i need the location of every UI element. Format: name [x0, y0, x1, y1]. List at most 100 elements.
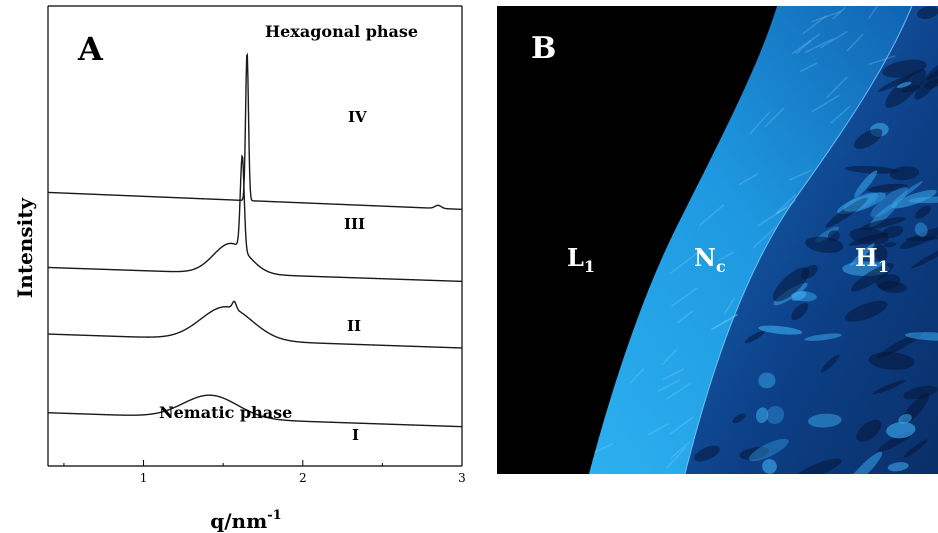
texture-domain — [849, 227, 889, 245]
series-line-iv — [47, 52, 463, 211]
annotation-nematic-phase: Nematic phase — [159, 403, 292, 422]
region-label-l1-sub: 1 — [584, 257, 595, 276]
texture-domain — [843, 192, 879, 212]
series-label-ii: II — [347, 317, 361, 335]
texture-domain — [905, 332, 938, 341]
series-label-iii: III — [344, 215, 365, 233]
texture-domain — [850, 243, 875, 267]
texture-domain — [868, 352, 915, 370]
texture-domain — [903, 385, 938, 400]
series-line-ii — [47, 300, 463, 349]
x-tick-label: 2 — [299, 471, 307, 485]
texture-domain — [887, 462, 909, 472]
texture-domain — [805, 236, 844, 253]
nematic-streak — [698, 204, 725, 227]
texture-domain — [755, 407, 769, 424]
nematic-streak — [749, 111, 770, 135]
chart-axes — [47, 5, 463, 467]
nematic-streak — [594, 442, 614, 454]
nematic-streak — [820, 30, 848, 49]
x-tick-label: 1 — [140, 471, 148, 485]
nematic-streak — [712, 313, 738, 330]
texture-domain — [847, 451, 883, 474]
region-label-h1-sub: 1 — [878, 257, 889, 276]
texture-domain — [748, 438, 789, 462]
texture-domain — [739, 446, 770, 460]
nematic-streak — [791, 33, 820, 55]
texture-domain — [914, 205, 931, 219]
region-label-h1-main: H — [855, 243, 878, 272]
nematic-streak — [846, 33, 864, 52]
texture-domain — [905, 236, 938, 241]
nematic-streak — [795, 39, 812, 54]
nematic-streak — [647, 422, 670, 436]
nematic-streak — [775, 194, 797, 214]
texture-domain — [791, 302, 809, 321]
nematic-streak — [789, 169, 813, 181]
texture-domain — [804, 333, 842, 341]
texture-domain — [903, 439, 928, 459]
nematic-streak — [723, 297, 735, 315]
texture-domain — [889, 166, 920, 181]
nematic-streak — [826, 76, 848, 99]
region-label-l1: L1 — [567, 243, 595, 276]
texture-domain — [791, 291, 817, 302]
nematic-streak — [832, 6, 846, 20]
texture-domain — [911, 242, 938, 269]
region-label-nc: Nc — [694, 243, 726, 276]
nematic-streak — [671, 287, 698, 308]
texture-domain — [892, 181, 923, 204]
nematic-streak — [629, 367, 645, 385]
region-label-h1: H1 — [855, 243, 889, 276]
texture-domain — [850, 263, 894, 292]
texture-domain — [845, 300, 888, 322]
nematic-streak — [799, 62, 818, 73]
texture-domain — [867, 183, 908, 193]
micrograph-panel: B L1 Nc H1 — [497, 6, 938, 474]
texture-domain — [908, 196, 938, 204]
texture-domain — [856, 419, 882, 442]
texture-domain — [873, 244, 888, 262]
nematic-streak — [668, 416, 694, 436]
texture-domain — [916, 6, 938, 19]
phase-boundary-line — [684, 6, 913, 474]
texture-domain — [694, 445, 720, 462]
texture-domain — [854, 170, 878, 198]
texture-domain — [901, 85, 921, 93]
series-label-iv: IV — [348, 108, 367, 126]
series-line-i — [47, 394, 463, 428]
nematic-streak — [677, 310, 693, 324]
texture-domain — [869, 202, 898, 227]
birefringent-texture — [594, 6, 938, 474]
texture-domain — [878, 281, 907, 293]
nematic-streak — [811, 10, 842, 23]
nematic-streak — [662, 368, 685, 381]
x-axis-label-base: q/nm — [210, 509, 267, 533]
x-axis-ticks: 1 2 3 — [63, 460, 466, 485]
series-line-iii — [47, 154, 463, 283]
texture-domain — [732, 413, 746, 424]
nematic-streak — [802, 15, 827, 35]
texture-domain — [758, 372, 776, 389]
texture-domain — [766, 405, 785, 425]
y-axis-label: Intensity — [13, 197, 37, 298]
texture-domain — [807, 413, 842, 428]
texture-domain — [870, 187, 909, 218]
nematic-streak — [665, 446, 687, 469]
x-axis-label-exponent: -1 — [267, 508, 281, 523]
nematic-streak — [670, 441, 690, 459]
region-label-l1-main: L — [567, 243, 584, 272]
saxs-chart-panel: 1 2 3 A Hexagonal phase Nematic phase IV I… — [13, 5, 466, 533]
texture-domain — [762, 458, 777, 474]
texture-domain — [914, 62, 938, 100]
panel-a-letter: A — [77, 30, 104, 68]
nematic-streak — [811, 94, 840, 113]
texture-domain — [886, 421, 916, 439]
texture-domain — [821, 354, 840, 373]
nematic-streak — [763, 107, 785, 128]
nematic-streak — [657, 379, 681, 393]
nematic-streak — [757, 206, 788, 227]
x-axis-label: q/nm-1 — [210, 508, 281, 533]
texture-domain — [882, 59, 927, 78]
texture-domain — [758, 325, 803, 335]
